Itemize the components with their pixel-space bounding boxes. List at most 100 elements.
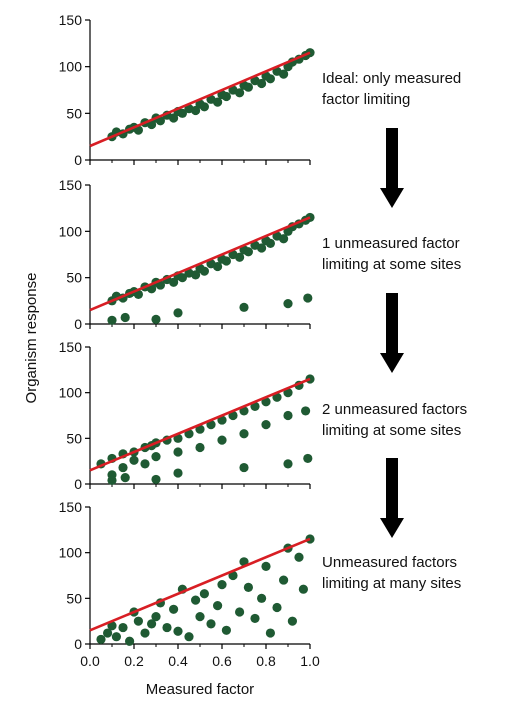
x-tick-label: 1.0 bbox=[300, 653, 320, 669]
data-point bbox=[243, 247, 253, 257]
y-tick-label: 100 bbox=[59, 59, 83, 75]
y-tick-label: 0 bbox=[74, 152, 82, 168]
data-point bbox=[133, 616, 143, 626]
data-point bbox=[261, 420, 271, 430]
annotation-line: limiting at many sites bbox=[322, 575, 462, 592]
data-point bbox=[191, 105, 201, 116]
y-tick-label: 150 bbox=[59, 12, 83, 28]
annotation-line: 2 unmeasured factors bbox=[322, 401, 468, 418]
data-point bbox=[213, 261, 223, 272]
data-point bbox=[257, 78, 267, 89]
panel-3-annotation: 2 unmeasured factors limiting at some si… bbox=[322, 399, 467, 441]
down-arrow-icon bbox=[380, 293, 404, 373]
data-point bbox=[151, 474, 161, 485]
data-point bbox=[173, 468, 183, 478]
data-point bbox=[206, 619, 216, 629]
data-point bbox=[120, 312, 130, 323]
data-point bbox=[265, 628, 275, 638]
y-tick-label: 50 bbox=[66, 590, 82, 606]
x-tick-label: 0.2 bbox=[124, 653, 144, 669]
data-point bbox=[140, 628, 150, 638]
data-point bbox=[151, 452, 161, 462]
data-point bbox=[283, 410, 293, 421]
y-tick-label: 100 bbox=[59, 223, 83, 239]
data-point bbox=[199, 102, 209, 112]
data-point bbox=[217, 435, 227, 445]
data-point bbox=[125, 636, 135, 646]
data-point bbox=[235, 88, 245, 98]
trend-line bbox=[89, 537, 311, 632]
data-point bbox=[184, 632, 194, 642]
data-point bbox=[283, 299, 293, 309]
trend-line bbox=[89, 51, 311, 148]
data-point bbox=[118, 462, 128, 473]
data-point bbox=[199, 266, 209, 276]
panel-2-annotation: 1 unmeasured factor limiting at some sit… bbox=[322, 233, 461, 275]
y-tick-label: 50 bbox=[66, 270, 82, 286]
data-point bbox=[169, 604, 179, 614]
data-point bbox=[279, 234, 289, 244]
y-tick-label: 100 bbox=[59, 385, 83, 401]
x-tick-label: 0.6 bbox=[212, 653, 232, 669]
data-point bbox=[243, 82, 253, 92]
trend-line bbox=[89, 216, 311, 312]
data-point bbox=[303, 293, 313, 303]
data-point bbox=[217, 580, 227, 590]
trend-line bbox=[89, 377, 311, 472]
x-tick-label: 0.4 bbox=[168, 653, 188, 669]
data-point bbox=[239, 462, 249, 473]
data-point bbox=[162, 622, 172, 633]
data-point bbox=[177, 108, 187, 118]
y-tick-label: 0 bbox=[74, 476, 82, 492]
y-axis-label: Organism response bbox=[23, 273, 40, 404]
data-point bbox=[111, 632, 121, 642]
annotation-line: Unmeasured factors bbox=[322, 554, 458, 571]
data-point bbox=[173, 626, 183, 636]
data-point bbox=[279, 69, 289, 79]
data-point bbox=[250, 613, 260, 624]
data-point bbox=[287, 616, 297, 626]
y-tick-label: 100 bbox=[59, 545, 83, 561]
panel-4: 0 50 100 150 0.0 0.2 0.4 0.6 0.8 1.0 bbox=[59, 499, 320, 669]
y-tick-label: 150 bbox=[59, 177, 83, 193]
y-tick-label: 0 bbox=[74, 636, 82, 652]
annotation-line: limiting at some sites bbox=[322, 422, 462, 439]
data-point bbox=[213, 601, 223, 611]
data-point bbox=[177, 273, 187, 283]
data-point bbox=[257, 593, 267, 603]
panel-1: 0 50 100 150 bbox=[59, 12, 315, 168]
data-point bbox=[298, 584, 308, 594]
data-point bbox=[265, 74, 275, 84]
data-point bbox=[294, 552, 304, 562]
data-point bbox=[283, 459, 293, 469]
y-tick-label: 150 bbox=[59, 339, 83, 355]
data-point bbox=[301, 406, 311, 416]
data-point bbox=[195, 442, 205, 453]
annotation-line: 1 unmeasured factor bbox=[322, 235, 460, 252]
panel-4-annotation: Unmeasured factors limiting at many site… bbox=[322, 552, 461, 594]
data-point bbox=[221, 625, 231, 635]
data-point bbox=[147, 619, 157, 629]
y-tick-label: 0 bbox=[74, 316, 82, 332]
data-point bbox=[235, 252, 245, 262]
down-arrow-icon bbox=[380, 128, 404, 208]
data-point bbox=[129, 455, 139, 465]
y-tick-label: 50 bbox=[66, 430, 82, 446]
data-point bbox=[191, 595, 201, 605]
data-point bbox=[239, 302, 249, 312]
data-point bbox=[169, 113, 179, 123]
panel-3: 0 50 100 150 bbox=[59, 339, 315, 492]
data-point bbox=[243, 582, 253, 592]
data-point bbox=[103, 628, 113, 638]
data-point bbox=[239, 429, 249, 439]
down-arrow-icon bbox=[380, 458, 404, 538]
y-tick-label: 50 bbox=[66, 105, 82, 121]
panel-1-annotation: Ideal: only measured factor limiting bbox=[322, 68, 461, 110]
panel-2: 0 50 100 150 bbox=[59, 177, 315, 332]
data-point bbox=[191, 270, 201, 280]
annotation-line: factor limiting bbox=[322, 91, 411, 108]
data-point bbox=[195, 612, 205, 622]
data-point bbox=[173, 447, 183, 457]
data-point bbox=[151, 314, 161, 324]
